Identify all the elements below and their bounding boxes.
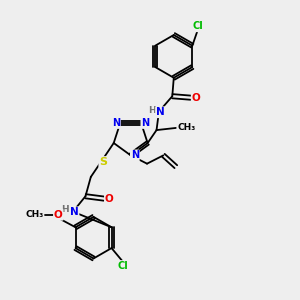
Text: CH₃: CH₃ (26, 210, 44, 219)
Text: N: N (141, 118, 149, 128)
Text: H: H (148, 106, 155, 115)
Text: CH₃: CH₃ (177, 123, 195, 132)
Text: N: N (70, 207, 79, 217)
Text: O: O (54, 210, 63, 220)
Text: N: N (156, 107, 165, 117)
Text: O: O (105, 194, 114, 204)
Text: N: N (131, 150, 139, 160)
Text: O: O (192, 93, 200, 103)
Text: H: H (61, 206, 69, 214)
Text: Cl: Cl (192, 21, 203, 32)
Text: Cl: Cl (118, 261, 128, 271)
Text: S: S (99, 157, 107, 167)
Text: N: N (112, 118, 120, 128)
